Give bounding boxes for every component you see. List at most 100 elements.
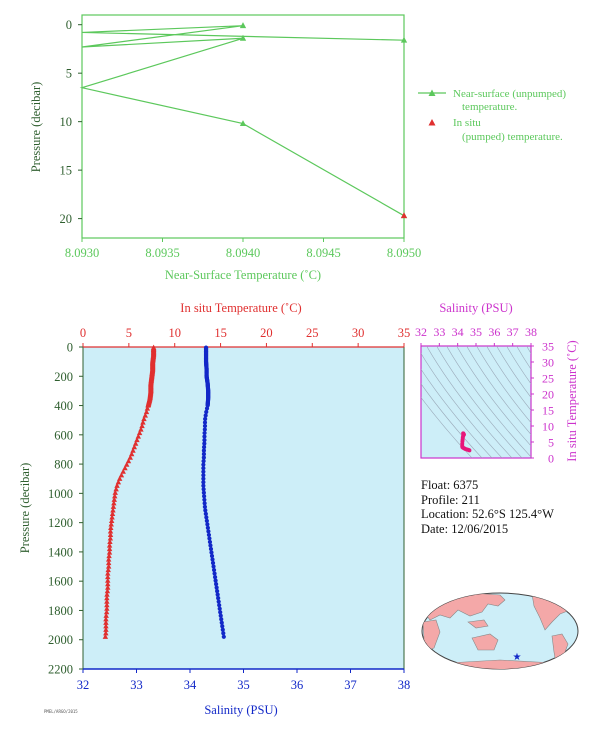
ts-salinity-tick-label: 37 xyxy=(507,325,519,339)
salinity-profile-point xyxy=(202,497,207,502)
ts-axis-ticks: 32 33 34 35 36 37 38 0 5 10 15 20 25 30 35 xyxy=(415,325,554,466)
salinity-profile-point xyxy=(202,494,207,499)
map-land-indonesia xyxy=(467,619,489,629)
near-surface-x-tick-label: 8.0930 xyxy=(65,246,99,260)
salinity-profile-point xyxy=(201,480,206,485)
temperature-axis-tick-label: 0 xyxy=(80,326,86,340)
salinity-axis-tick-label: 35 xyxy=(237,678,250,692)
ts-density-contour xyxy=(456,346,531,447)
temperature-profile-point xyxy=(102,633,109,639)
temperature-profile-point xyxy=(127,454,133,460)
temperature-profile-point xyxy=(106,545,113,552)
salinity-profile-point xyxy=(214,582,219,587)
temperature-profile-point xyxy=(105,556,112,562)
salinity-profile-point xyxy=(219,620,224,625)
ts-diagram-panel: 32 33 34 35 36 37 38 0 5 10 15 20 25 30 35 Salinity (P… xyxy=(415,301,579,466)
temperature-profile-point xyxy=(105,574,111,580)
ts-points-series xyxy=(460,431,472,453)
pressure-axis-tick-label: 2000 xyxy=(48,633,73,647)
salinity-profile-point xyxy=(208,546,214,552)
salinity-profile-point xyxy=(216,599,221,604)
pressure-axis-tick-label: 1400 xyxy=(48,545,73,559)
pressure-axis-tick-label: 1600 xyxy=(48,575,73,589)
near-surface-y-tick-label: 10 xyxy=(60,115,73,129)
temperature-profile-point xyxy=(108,521,114,527)
temperature-profile-point xyxy=(144,405,151,411)
profile-plot-area xyxy=(82,346,405,670)
ts-temperature-tick-label: 0 xyxy=(548,452,554,466)
temperature-profile-point xyxy=(105,560,112,566)
near-surface-y-tick-label: 5 xyxy=(66,67,72,81)
salinity-profile-point xyxy=(211,567,217,573)
location-map: ★ xyxy=(421,592,579,670)
temperature-profile-point xyxy=(114,482,120,488)
ts-temperature-tick-label: 10 xyxy=(542,420,554,434)
temperature-profile-point xyxy=(104,595,110,601)
salinity-profile-point xyxy=(214,585,219,590)
pressure-axis-tick-label: 200 xyxy=(54,370,73,384)
temperature-profile-point xyxy=(103,609,110,615)
figure-stamp: PMEL/ARGO/2015 xyxy=(44,709,78,714)
temperature-axis-tick-label: 25 xyxy=(306,326,319,340)
temperature-profile-point xyxy=(110,507,116,513)
near-surface-plot-frame xyxy=(81,14,405,239)
pumped-temperature-point xyxy=(400,212,408,219)
legend-label-pumped-2: (pumped) temperature. xyxy=(462,131,563,143)
near-surface-x-axis-label: Near-Surface Temperature (˚C) xyxy=(165,268,321,282)
ts-salinity-tick-label: 36 xyxy=(488,325,500,339)
salinity-profile-point xyxy=(204,518,209,523)
salinity-profile-point xyxy=(203,416,208,422)
salinity-profile-point xyxy=(217,606,222,611)
ts-top-axis-label: Salinity (PSU) xyxy=(439,301,512,315)
temperature-profile-point xyxy=(103,630,109,636)
salinity-profile-point xyxy=(209,550,214,555)
pressure-axis-tick-label: 800 xyxy=(54,458,73,472)
salinity-profile-point xyxy=(218,613,223,618)
temperature-axis-tick-label: 15 xyxy=(214,326,227,340)
near-surface-y-tick-label: 0 xyxy=(66,18,72,32)
salinity-profile-point xyxy=(202,441,207,446)
salinity-profile-point xyxy=(221,634,226,639)
salinity-axis-tick-label: 32 xyxy=(77,678,90,692)
ts-density-contour xyxy=(526,346,531,355)
salinity-profile-point xyxy=(206,529,211,534)
profile-top-axis-label: In situ Temperature (˚C) xyxy=(180,301,301,315)
ts-density-contours xyxy=(421,346,531,458)
salinity-profile-point xyxy=(202,504,207,509)
near-surface-x-tick-label: 8.0940 xyxy=(226,246,260,260)
salinity-profile-point xyxy=(217,603,222,608)
salinity-profile-point xyxy=(202,501,207,506)
salinity-profile-point xyxy=(201,476,206,481)
temperature-profile-point xyxy=(103,626,109,632)
legend-label-pumped-1: In situ xyxy=(453,117,481,129)
salinity-profile-point xyxy=(203,511,208,516)
near-surface-x-tick-label: 8.0945 xyxy=(306,246,340,260)
near-surface-y-tick-label: 20 xyxy=(60,212,73,226)
map-land-antarctica xyxy=(429,659,573,669)
salinity-profile-point xyxy=(201,445,207,450)
ts-density-contour xyxy=(496,346,531,398)
temperature-axis-tick-label: 20 xyxy=(260,326,273,340)
float-info: Float: 6375 Profile: 211 Location: 52.6°… xyxy=(421,478,554,536)
pressure-axis-tick-label: 0 xyxy=(67,341,73,355)
temperature-profile-point xyxy=(110,503,117,509)
pressure-axis-tick-label: 600 xyxy=(54,428,73,442)
salinity-profile-series xyxy=(201,345,226,639)
legend-label-unpumped-1: Near-surface (unpumped) xyxy=(453,88,566,100)
profile-panel: 0 5 10 15 20 25 30 35 32 33 34 35 36 37 38 0 200 400 600 80… xyxy=(18,301,410,717)
legend-marker-pumped xyxy=(428,119,436,126)
temperature-profile-point xyxy=(105,567,111,573)
salinity-profile-point xyxy=(213,578,218,583)
temperature-profile-point xyxy=(124,461,130,467)
ts-temperature-tick-label: 25 xyxy=(542,372,554,386)
temperature-profile-point xyxy=(104,602,110,608)
salinity-profile-point xyxy=(210,560,216,566)
salinity-profile-point xyxy=(204,515,209,520)
float-location: Location: 52.6°S 125.4°W xyxy=(421,507,554,521)
ts-density-contour xyxy=(516,346,531,370)
temperature-profile-point xyxy=(111,500,117,506)
unpumped-temperature-line xyxy=(79,25,405,217)
temperature-profile-point xyxy=(122,465,128,471)
salinity-profile-point xyxy=(202,420,208,425)
ts-density-contour xyxy=(446,346,531,458)
